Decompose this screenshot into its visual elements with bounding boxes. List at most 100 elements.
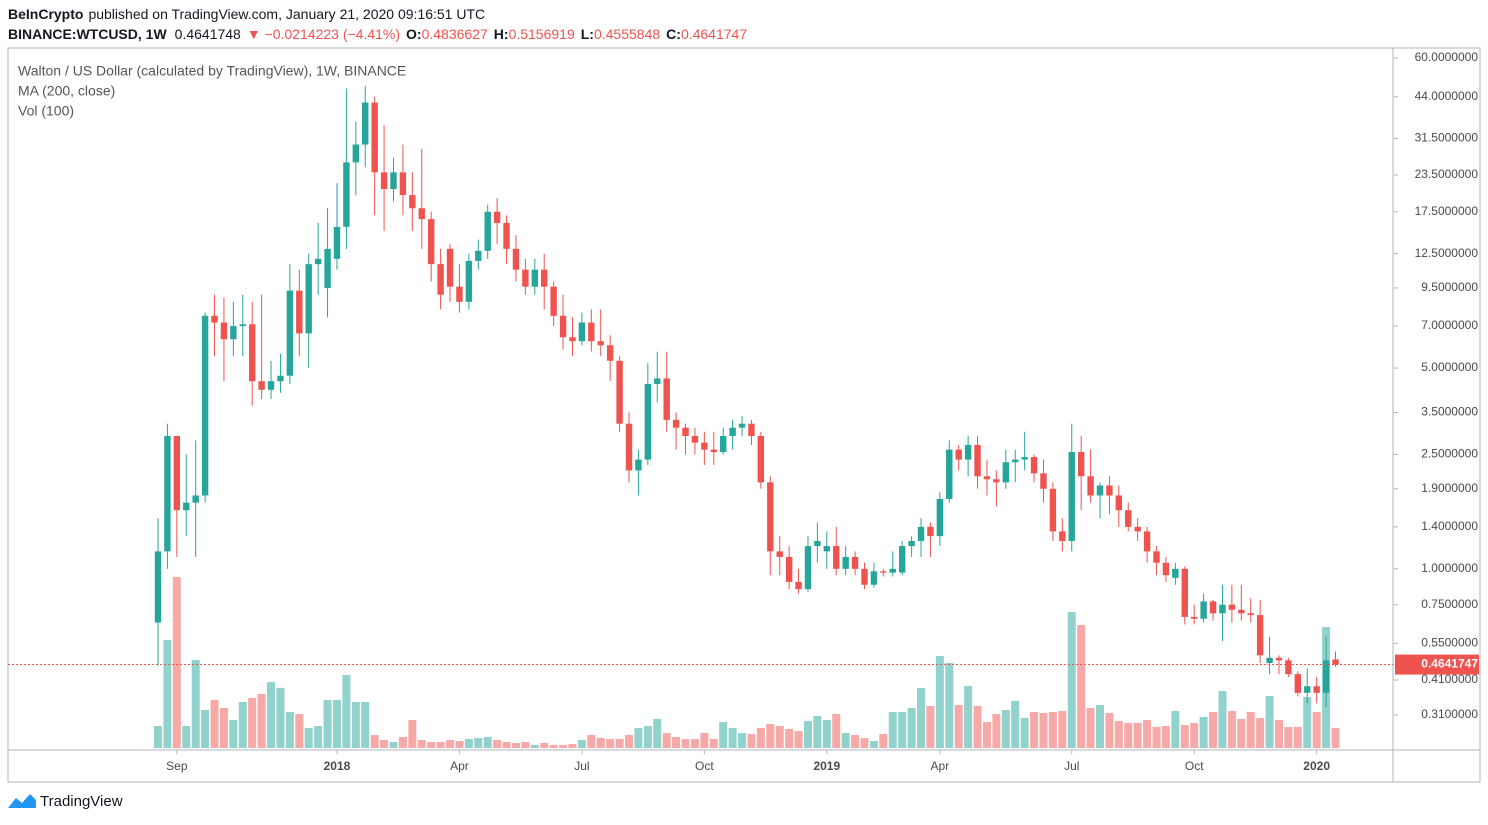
x-tick-label: Jul (574, 759, 589, 773)
volume-bar (1246, 712, 1255, 748)
candle-body (484, 211, 491, 251)
volume-bar (851, 735, 860, 748)
volume-bar (1161, 726, 1170, 748)
y-tick-label: 1.9000000 (1421, 481, 1478, 495)
volume-bar (907, 708, 916, 748)
symbol: BINANCE:WTCUSD, 1W (8, 26, 167, 42)
volume-bar (361, 702, 370, 748)
candle-body (833, 546, 840, 569)
candle-body (578, 322, 586, 342)
ohlc-label: O: (406, 26, 422, 42)
volume-bar (1152, 727, 1161, 748)
volume-bar (1058, 711, 1067, 748)
candle-body (201, 315, 209, 496)
volume-bar (700, 733, 709, 748)
ohlc-label: C: (666, 26, 681, 42)
candle-body (710, 449, 717, 453)
candle-body (522, 269, 529, 287)
candle-body (606, 345, 614, 361)
volume-bar (973, 706, 982, 748)
volume-bar (464, 739, 473, 748)
volume-bar (1312, 712, 1321, 748)
volume-bar (530, 745, 539, 748)
volume-bar (502, 742, 511, 748)
candle-body (446, 248, 454, 287)
candle-body (1059, 531, 1066, 541)
volume-bar (1143, 720, 1152, 748)
volume-bar (332, 700, 341, 748)
y-tick-label: 1.0000000 (1421, 561, 1478, 575)
volume-bar (1030, 712, 1039, 748)
price-label: 0.4641747 (1421, 657, 1478, 671)
candle-body (164, 435, 171, 552)
candle-body (644, 383, 652, 460)
candle-body (220, 322, 228, 340)
volume-bar (1274, 720, 1283, 748)
candle-body (1256, 615, 1264, 656)
candle-body (1304, 686, 1311, 693)
candle-body (597, 341, 604, 346)
volume-bar (643, 726, 652, 748)
volume-bar (785, 729, 794, 748)
volume-bar (794, 731, 803, 748)
candle-body (493, 211, 501, 223)
candle-body (917, 526, 925, 541)
candle-body (1012, 459, 1019, 463)
volume-bar (728, 728, 737, 748)
volume-bar (446, 740, 455, 748)
candle-body (267, 381, 275, 390)
y-tick-label: 0.7500000 (1421, 597, 1478, 611)
y-tick-label: 60.0000000 (1415, 50, 1479, 64)
candle-body (559, 315, 567, 338)
candle-body (955, 449, 962, 460)
volume-bar (154, 726, 162, 748)
volume-bar (1227, 711, 1236, 748)
candle-body (1322, 660, 1330, 693)
brand: TradingView (40, 793, 123, 810)
candle-body (776, 551, 783, 557)
volume-bar (935, 656, 944, 748)
x-tick-label: Apr (450, 759, 469, 773)
candle-body (1313, 686, 1320, 693)
candle-body (983, 476, 991, 480)
volume-bar (1105, 713, 1114, 748)
volume-bar (295, 714, 304, 748)
volume-bar (314, 726, 323, 748)
volume-bar (257, 694, 266, 748)
x-tick-label: Sep (166, 759, 188, 773)
candle-body (1332, 659, 1339, 665)
volume-bar (1190, 723, 1199, 748)
volume-bar (1237, 719, 1246, 748)
volume-bar (1331, 728, 1340, 748)
price-change: ▼ −0.0214223 (−4.41%) (247, 26, 400, 42)
volume-bar (1039, 713, 1048, 748)
candle-body (1125, 510, 1132, 527)
volume-bar (1199, 717, 1208, 748)
candle-body (1134, 526, 1141, 532)
volume-bar (323, 700, 332, 748)
y-tick-label: 2.5000000 (1421, 447, 1478, 461)
volume-bar (1001, 710, 1010, 748)
candle-body (720, 435, 727, 453)
candle-body (757, 435, 765, 483)
volume-bar (455, 741, 464, 748)
volume-bar (511, 743, 520, 748)
volume-bar (738, 733, 747, 748)
volume-bar (1256, 718, 1265, 748)
x-tick-label: 2020 (1303, 759, 1330, 773)
volume-bar (351, 702, 360, 748)
y-tick-label: 44.0000000 (1415, 89, 1479, 103)
volume-bar (672, 737, 681, 748)
volume-bar (1303, 697, 1312, 748)
volume-bar (427, 742, 436, 748)
candle-body (352, 144, 360, 163)
candle-body (738, 423, 746, 428)
candle-body (748, 423, 755, 436)
y-tick-label: 0.3100000 (1421, 707, 1478, 721)
volume-bar (615, 739, 624, 748)
candle-body (249, 324, 256, 382)
volume-bar (1209, 712, 1218, 748)
volume-bar (1133, 723, 1142, 748)
candle-body (277, 375, 284, 382)
volume-bar (493, 740, 502, 748)
